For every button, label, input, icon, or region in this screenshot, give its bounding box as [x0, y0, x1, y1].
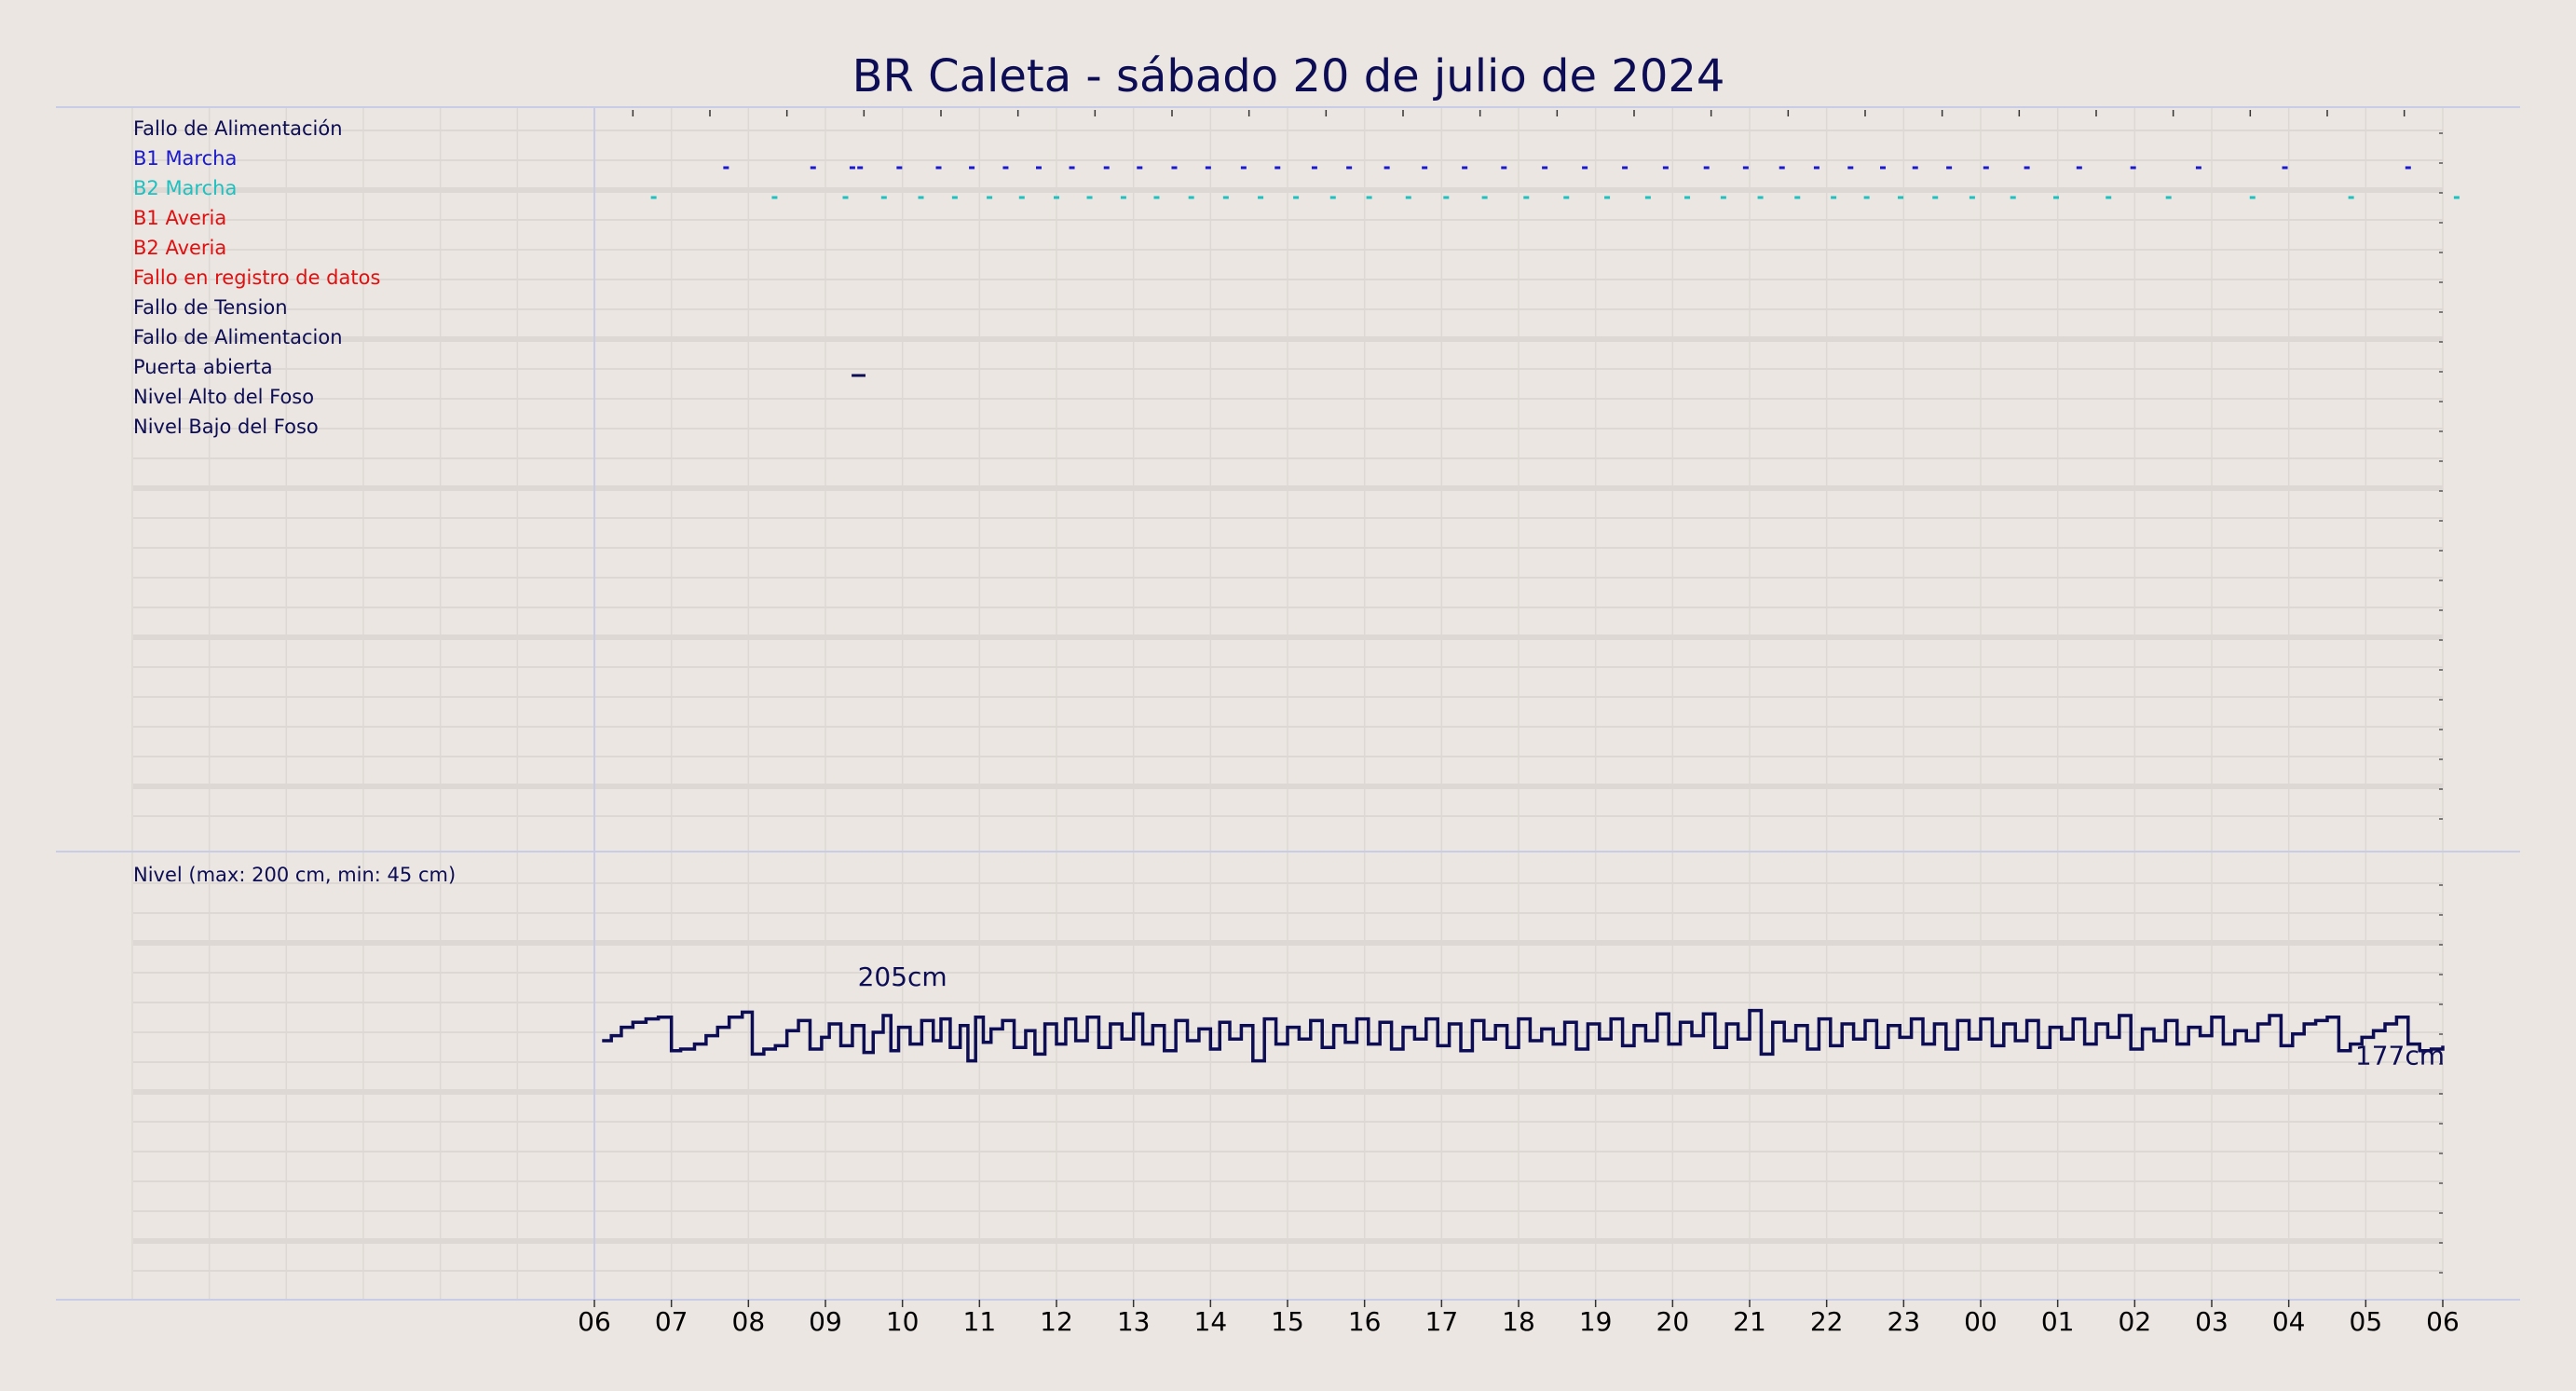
xtick-label: 07 [655, 1306, 688, 1337]
grid-layer [131, 107, 2444, 1300]
xtick-label: 00 [1964, 1306, 1997, 1337]
xtick-label: 18 [1502, 1306, 1535, 1337]
xtick-label: 03 [2195, 1306, 2228, 1337]
xtick-label: 19 [1579, 1306, 1613, 1337]
xtick-label: 06 [2426, 1306, 2460, 1337]
level-annotation: 205cm [858, 961, 947, 992]
xtick-label: 14 [1194, 1306, 1228, 1337]
level-panel-label: Nivel (max: 200 cm, min: 45 cm) [133, 864, 456, 886]
xtick-label: 16 [1348, 1306, 1382, 1337]
xtick-label: 11 [963, 1306, 997, 1337]
xtick-label: 12 [1040, 1306, 1073, 1337]
level-panel: Nivel (max: 200 cm, min: 45 cm) 205cm 177c… [133, 864, 2445, 1071]
xtick-label: 17 [1425, 1306, 1459, 1337]
xtick-label: 22 [1810, 1306, 1844, 1337]
event-row-label: B2 Marcha [133, 177, 237, 199]
xtick-label: 08 [732, 1306, 766, 1337]
level-series-line [602, 1008, 2445, 1063]
events-panel: Fallo de Alimentación B1 Marcha B2 Marcha B… [133, 117, 2460, 438]
event-row-label: Nivel Alto del Foso [133, 386, 314, 408]
xtick-label: 21 [1733, 1306, 1766, 1337]
xtick-label: 02 [2119, 1306, 2152, 1337]
event-row-label: Fallo de Alimentacion [133, 326, 343, 348]
event-row-label: Nivel Bajo del Foso [133, 416, 319, 438]
chart-title: BR Caleta - sábado 20 de julio de 2024 [852, 50, 1725, 102]
event-row-label: B1 Averia [133, 207, 226, 229]
event-row-label: B1 Marcha [133, 147, 237, 170]
event-row-label: B2 Averia [133, 237, 226, 259]
xtick-label: 13 [1117, 1306, 1151, 1337]
xtick-label: 01 [2041, 1306, 2075, 1337]
event-row-label: Fallo de Alimentación [133, 117, 343, 140]
event-row-label: Fallo de Tension [133, 296, 288, 319]
event-row-label: Fallo en registro de datos [133, 266, 380, 289]
event-row-label: Puerta abierta [133, 356, 273, 378]
x-axis: 06 07 08 09 10 11 12 13 14 15 16 17 18 19 20 21 22 23 00 01… [578, 1300, 2460, 1337]
xtick-label: 09 [809, 1306, 842, 1337]
xtick-label: 15 [1271, 1306, 1304, 1337]
xtick-label: 10 [886, 1306, 920, 1337]
xtick-label: 20 [1656, 1306, 1690, 1337]
level-annotation: 177cm [2355, 1040, 2445, 1071]
xtick-label: 23 [1888, 1306, 1921, 1337]
xtick-label: 04 [2272, 1306, 2306, 1337]
xtick-label: 05 [2350, 1306, 2383, 1337]
xtick-label: 06 [578, 1306, 611, 1337]
